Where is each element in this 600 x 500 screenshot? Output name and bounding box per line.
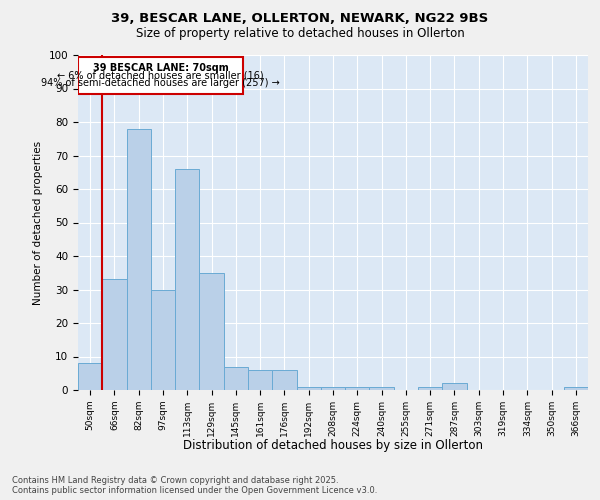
Bar: [418, 386, 442, 390]
Bar: [248, 370, 272, 390]
Bar: [321, 386, 345, 390]
Text: Contains HM Land Registry data © Crown copyright and database right 2025.
Contai: Contains HM Land Registry data © Crown c…: [12, 476, 377, 495]
Bar: [224, 366, 248, 390]
Bar: [199, 273, 224, 390]
Bar: [564, 386, 588, 390]
Bar: [78, 56, 243, 94]
Text: 39 BESCAR LANE: 70sqm: 39 BESCAR LANE: 70sqm: [92, 64, 229, 74]
Text: ← 6% of detached houses are smaller (16): ← 6% of detached houses are smaller (16): [57, 70, 264, 80]
Y-axis label: Number of detached properties: Number of detached properties: [33, 140, 43, 304]
Bar: [370, 386, 394, 390]
Text: Size of property relative to detached houses in Ollerton: Size of property relative to detached ho…: [136, 28, 464, 40]
Bar: [345, 386, 370, 390]
Bar: [78, 363, 102, 390]
Bar: [296, 386, 321, 390]
Bar: [272, 370, 296, 390]
Bar: [175, 169, 199, 390]
Bar: [151, 290, 175, 390]
Text: 39, BESCAR LANE, OLLERTON, NEWARK, NG22 9BS: 39, BESCAR LANE, OLLERTON, NEWARK, NG22 …: [112, 12, 488, 26]
Bar: [102, 280, 127, 390]
X-axis label: Distribution of detached houses by size in Ollerton: Distribution of detached houses by size …: [183, 439, 483, 452]
Bar: [127, 128, 151, 390]
Text: 94% of semi-detached houses are larger (257) →: 94% of semi-detached houses are larger (…: [41, 78, 280, 88]
Bar: [442, 384, 467, 390]
